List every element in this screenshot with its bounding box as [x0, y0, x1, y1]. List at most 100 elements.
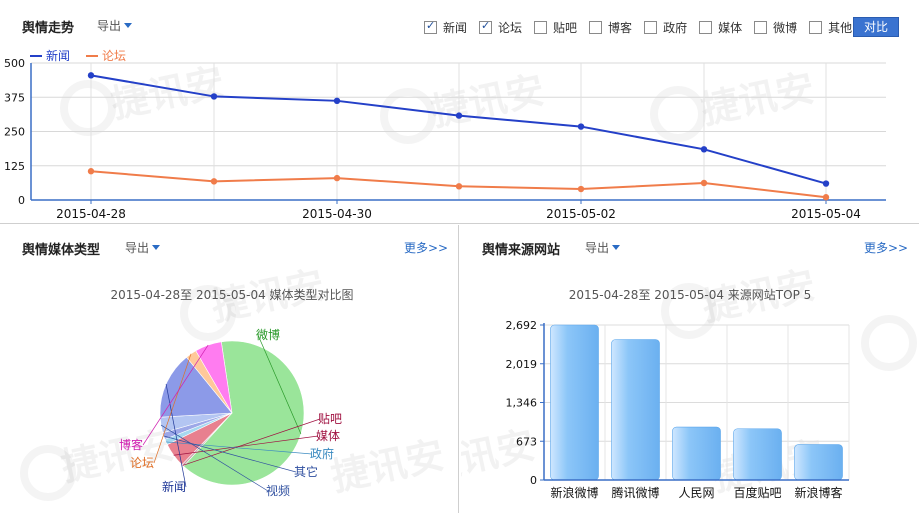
legend-line-icon	[30, 54, 42, 57]
x-category-label: 新浪博客	[794, 485, 842, 500]
filter-2[interactable]: 贴吧	[534, 19, 577, 36]
x-category-label: 人民网	[678, 486, 714, 500]
filter-label: 其他	[828, 21, 853, 35]
filter-label: 论坛	[498, 21, 523, 35]
data-point[interactable]	[333, 174, 341, 182]
filter-checkbox[interactable]	[534, 21, 548, 34]
pie-leader-line	[153, 353, 192, 464]
data-point[interactable]	[455, 112, 463, 119]
bar[interactable]	[611, 339, 660, 481]
pie-slice-label: 新闻	[162, 479, 186, 494]
pie-slice[interactable]	[183, 340, 305, 486]
bar[interactable]	[794, 444, 843, 481]
media-type-title: 舆情媒体类型	[22, 243, 101, 258]
source-site-bar-chart: 2015-04-28至 2015-05-04 来源网站TOP 5 0 673 1,34…	[506, 288, 850, 500]
data-point[interactable]	[822, 194, 830, 201]
x-tick-label: 2015-04-30	[302, 207, 372, 221]
data-point[interactable]	[87, 168, 95, 175]
y-tick-label: 375	[4, 91, 25, 104]
media-export-label: 导出	[125, 241, 150, 255]
data-point[interactable]	[210, 178, 218, 185]
legend-item[interactable]: 论坛	[86, 47, 126, 64]
pie-leader-line	[142, 344, 209, 446]
pie-slice-label: 媒体	[316, 429, 340, 443]
legend-item[interactable]: 新闻	[30, 47, 70, 64]
data-point[interactable]	[822, 180, 830, 187]
media-type-pie-chart: 2015-04-28至 2015-05-04 媒体类型对比图微博贴吧媒体政府其它…	[110, 288, 353, 498]
pie-slice-label: 视频	[266, 483, 290, 498]
data-point[interactable]	[577, 185, 585, 193]
x-tick-label: 2015-05-02	[546, 207, 616, 221]
filter-checkbox[interactable]	[479, 19, 493, 34]
pie-leader-line	[182, 418, 321, 466]
x-category-label: 新浪微博	[550, 485, 598, 500]
source-export-dropdown[interactable]: 导出	[585, 239, 621, 256]
data-point[interactable]	[333, 97, 341, 105]
legend-label: 新闻	[46, 49, 71, 63]
y-tick-label: 1,346	[506, 397, 538, 410]
y-tick-label: 125	[4, 160, 25, 173]
bar-chart-title: 2015-04-28至 2015-05-04 来源网站TOP 5	[569, 288, 812, 302]
filter-checkbox[interactable]	[699, 21, 713, 34]
media-more-link[interactable]: 更多>>	[404, 241, 449, 255]
filter-0[interactable]: 新闻	[424, 19, 467, 36]
pie-chart-title: 2015-04-28至 2015-05-04 媒体类型对比图	[110, 288, 353, 302]
bar[interactable]	[733, 428, 782, 481]
legend-label: 论坛	[102, 49, 127, 63]
filter-checkbox[interactable]	[644, 21, 658, 34]
x-category-label: 腾讯微博	[611, 485, 659, 500]
x-tick-label: 2015-05-04	[791, 207, 861, 221]
x-tick-label: 2015-04-28	[56, 207, 126, 221]
y-tick-label: 0	[18, 194, 25, 207]
media-export-dropdown[interactable]: 导出	[125, 239, 161, 256]
data-point[interactable]	[210, 93, 218, 100]
filter-label: 博客	[608, 21, 633, 35]
trend-panel: 捷讯安 捷讯安 捷讯安 舆情走势 导出 新闻论坛贴吧博客政府媒体微博其他 对比 …	[0, 0, 919, 224]
filter-label: 新闻	[443, 21, 468, 35]
y-tick-label: 500	[4, 57, 25, 70]
source-export-label: 导出	[585, 241, 610, 255]
filter-checkbox[interactable]	[754, 21, 768, 34]
source-site-title: 舆情来源网站	[482, 243, 561, 258]
filter-4[interactable]: 政府	[644, 19, 687, 36]
data-point[interactable]	[700, 146, 708, 153]
filter-5[interactable]: 媒体	[699, 19, 742, 36]
data-point[interactable]	[577, 123, 585, 130]
source-more-link[interactable]: 更多>>	[864, 241, 909, 255]
bar[interactable]	[550, 324, 599, 481]
trend-export-dropdown[interactable]: 导出	[97, 17, 133, 34]
pie-slice-label: 论坛	[130, 456, 154, 470]
chevron-down-icon	[124, 23, 133, 28]
y-tick-label: 250	[4, 126, 25, 139]
chevron-down-icon	[612, 245, 621, 250]
data-point[interactable]	[455, 183, 463, 190]
filter-7[interactable]: 其他	[809, 19, 852, 36]
x-category-label: 百度贴吧	[733, 485, 781, 500]
data-point[interactable]	[700, 179, 708, 187]
trend-line-chart: 0 125 250 375 500 2015-04-28 2015-04-30 2015-05…	[4, 57, 886, 221]
pie-slice-label: 博客	[119, 437, 143, 452]
pie-leader-line	[173, 435, 319, 456]
data-point[interactable]	[87, 72, 95, 79]
filter-checkbox[interactable]	[809, 21, 823, 34]
legend-line-icon	[86, 54, 99, 57]
trend-title: 舆情走势	[22, 21, 75, 36]
chevron-down-icon	[152, 245, 161, 250]
filter-label: 媒体	[718, 21, 743, 35]
filter-label: 政府	[663, 21, 688, 35]
pie-leader-line	[163, 435, 297, 473]
source-site-panel: 捷讯安 捷讯安 捷讯安 舆情来源网站 导出 更多>> 2015-04-28至 2…	[461, 225, 919, 513]
filter-6[interactable]: 微博	[754, 19, 797, 36]
y-tick-label: 673	[516, 435, 537, 448]
pie-leader-line	[257, 334, 302, 435]
compare-button[interactable]: 对比	[853, 17, 899, 37]
media-type-panel: 捷讯安 捷讯安 捷讯安 舆情媒体类型 导出 更多>> 2015-04-28至 2…	[0, 225, 459, 513]
filter-1[interactable]: 论坛	[479, 19, 522, 36]
y-tick-label: 0	[530, 474, 537, 487]
filter-checkbox[interactable]	[424, 19, 437, 34]
filter-label: 微博	[773, 21, 798, 35]
filter-checkbox[interactable]	[589, 21, 603, 34]
pie-slice-label: 微博	[256, 327, 280, 342]
filter-3[interactable]: 博客	[589, 19, 632, 36]
bar[interactable]	[672, 426, 721, 481]
